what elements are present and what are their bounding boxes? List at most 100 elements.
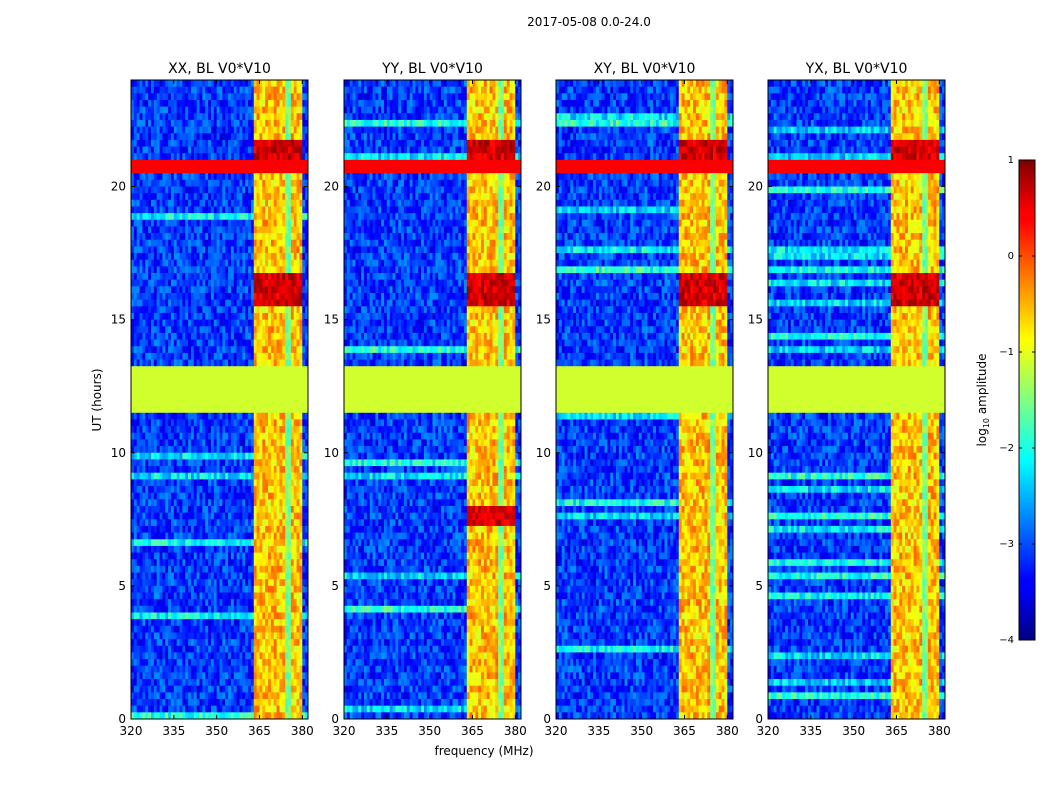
heatmap-cell bbox=[159, 359, 163, 367]
heatmap-cell bbox=[302, 279, 306, 287]
heatmap-cell bbox=[133, 319, 138, 327]
heatmap-cell bbox=[305, 452, 308, 461]
heatmap-cell bbox=[239, 426, 243, 434]
heatmap-cell bbox=[233, 119, 238, 128]
heatmap-cell bbox=[302, 412, 306, 421]
heatmap-cell bbox=[245, 213, 249, 221]
heatmap-cell bbox=[296, 406, 301, 414]
heatmap-cell bbox=[245, 359, 249, 367]
heatmap-cell bbox=[190, 392, 195, 401]
heatmap-cell bbox=[216, 472, 221, 480]
heatmap-cell bbox=[279, 306, 283, 314]
heatmap-cell bbox=[205, 226, 209, 234]
heatmap-cell bbox=[228, 93, 232, 101]
heatmap-cell bbox=[133, 293, 138, 301]
heatmap-cell bbox=[199, 286, 203, 294]
heatmap-cell bbox=[131, 579, 135, 587]
heatmap-cell bbox=[222, 572, 226, 580]
heatmap-cell bbox=[293, 139, 298, 148]
heatmap-cell bbox=[216, 419, 221, 427]
heatmap-cell bbox=[185, 599, 189, 607]
heatmap-cell bbox=[196, 572, 201, 580]
heatmap-cell bbox=[213, 99, 218, 108]
heatmap-cell bbox=[230, 266, 235, 274]
heatmap-cell bbox=[279, 106, 283, 114]
heatmap-cell bbox=[242, 379, 246, 387]
heatmap-cell bbox=[279, 179, 283, 188]
heatmap-cell bbox=[213, 519, 218, 527]
heatmap-cell bbox=[222, 612, 226, 620]
heatmap-cell bbox=[150, 392, 155, 401]
heatmap-cell bbox=[145, 233, 149, 241]
heatmap-cell bbox=[156, 266, 161, 274]
heatmap-cell bbox=[136, 312, 141, 321]
heatmap-cell bbox=[219, 565, 223, 574]
heatmap-cell bbox=[188, 293, 192, 301]
heatmap-cell bbox=[259, 432, 263, 441]
heatmap-cell bbox=[228, 286, 232, 294]
heatmap-cell bbox=[239, 525, 243, 534]
heatmap-cell bbox=[276, 80, 281, 88]
heatmap-cell bbox=[131, 432, 135, 441]
heatmap-cell bbox=[265, 279, 269, 287]
heatmap-cell bbox=[273, 259, 278, 267]
heatmap-cell bbox=[162, 312, 166, 321]
heatmap-cell bbox=[182, 273, 186, 281]
heatmap-cell bbox=[239, 199, 243, 208]
heatmap-cell bbox=[256, 213, 261, 221]
heatmap-cell bbox=[273, 159, 278, 168]
heatmap-cell bbox=[173, 366, 178, 374]
heatmap-cell bbox=[202, 419, 206, 427]
heatmap-cell bbox=[219, 499, 223, 507]
heatmap-cell bbox=[159, 119, 163, 128]
heatmap-cell bbox=[168, 146, 172, 154]
heatmap-cell bbox=[285, 293, 289, 301]
heatmap-cell bbox=[290, 113, 295, 121]
heatmap-cell bbox=[282, 452, 286, 461]
heatmap-cell bbox=[262, 532, 266, 540]
heatmap-cell bbox=[219, 472, 223, 480]
heatmap-cell bbox=[259, 552, 263, 560]
heatmap-cell bbox=[293, 492, 298, 500]
heatmap-cell bbox=[199, 585, 203, 594]
heatmap-cell bbox=[302, 452, 306, 461]
heatmap-cell bbox=[279, 446, 283, 454]
heatmap-cell bbox=[153, 246, 158, 254]
heatmap-cell bbox=[290, 459, 295, 467]
heatmap-cell bbox=[293, 246, 298, 254]
heatmap-cell bbox=[225, 319, 229, 327]
heatmap-cell bbox=[185, 259, 189, 267]
heatmap-cell bbox=[230, 579, 235, 587]
heatmap-cell bbox=[205, 80, 209, 88]
heatmap-cell bbox=[285, 359, 289, 367]
heatmap-cell bbox=[253, 259, 258, 267]
heatmap-cell bbox=[190, 545, 195, 554]
heatmap-cell bbox=[179, 286, 183, 294]
heatmap-cell bbox=[259, 273, 263, 281]
heatmap-cell bbox=[190, 579, 195, 587]
heatmap-cell bbox=[136, 599, 141, 607]
heatmap-cell bbox=[150, 246, 155, 254]
heatmap-cell bbox=[305, 166, 308, 174]
heatmap-cell bbox=[279, 552, 283, 560]
heatmap-cell bbox=[279, 559, 283, 567]
heatmap-cell bbox=[131, 146, 135, 154]
heatmap-cell bbox=[156, 406, 161, 414]
heatmap-cell bbox=[196, 386, 201, 394]
heatmap-cell bbox=[259, 159, 263, 168]
heatmap-cell bbox=[208, 519, 212, 527]
heatmap-cell bbox=[253, 479, 258, 487]
heatmap-cell bbox=[210, 326, 215, 334]
heatmap-cell bbox=[133, 80, 138, 88]
heatmap-cell bbox=[193, 299, 198, 307]
heatmap-cell bbox=[162, 579, 166, 587]
heatmap-cell bbox=[270, 399, 275, 407]
heatmap-cell bbox=[205, 86, 209, 94]
heatmap-cell bbox=[288, 486, 292, 494]
heatmap-cell bbox=[162, 166, 166, 174]
heatmap-cell bbox=[131, 612, 135, 620]
heatmap-cell bbox=[236, 133, 241, 141]
heatmap-cell bbox=[305, 173, 308, 181]
heatmap-cell bbox=[170, 119, 175, 128]
heatmap-cell bbox=[228, 545, 232, 554]
